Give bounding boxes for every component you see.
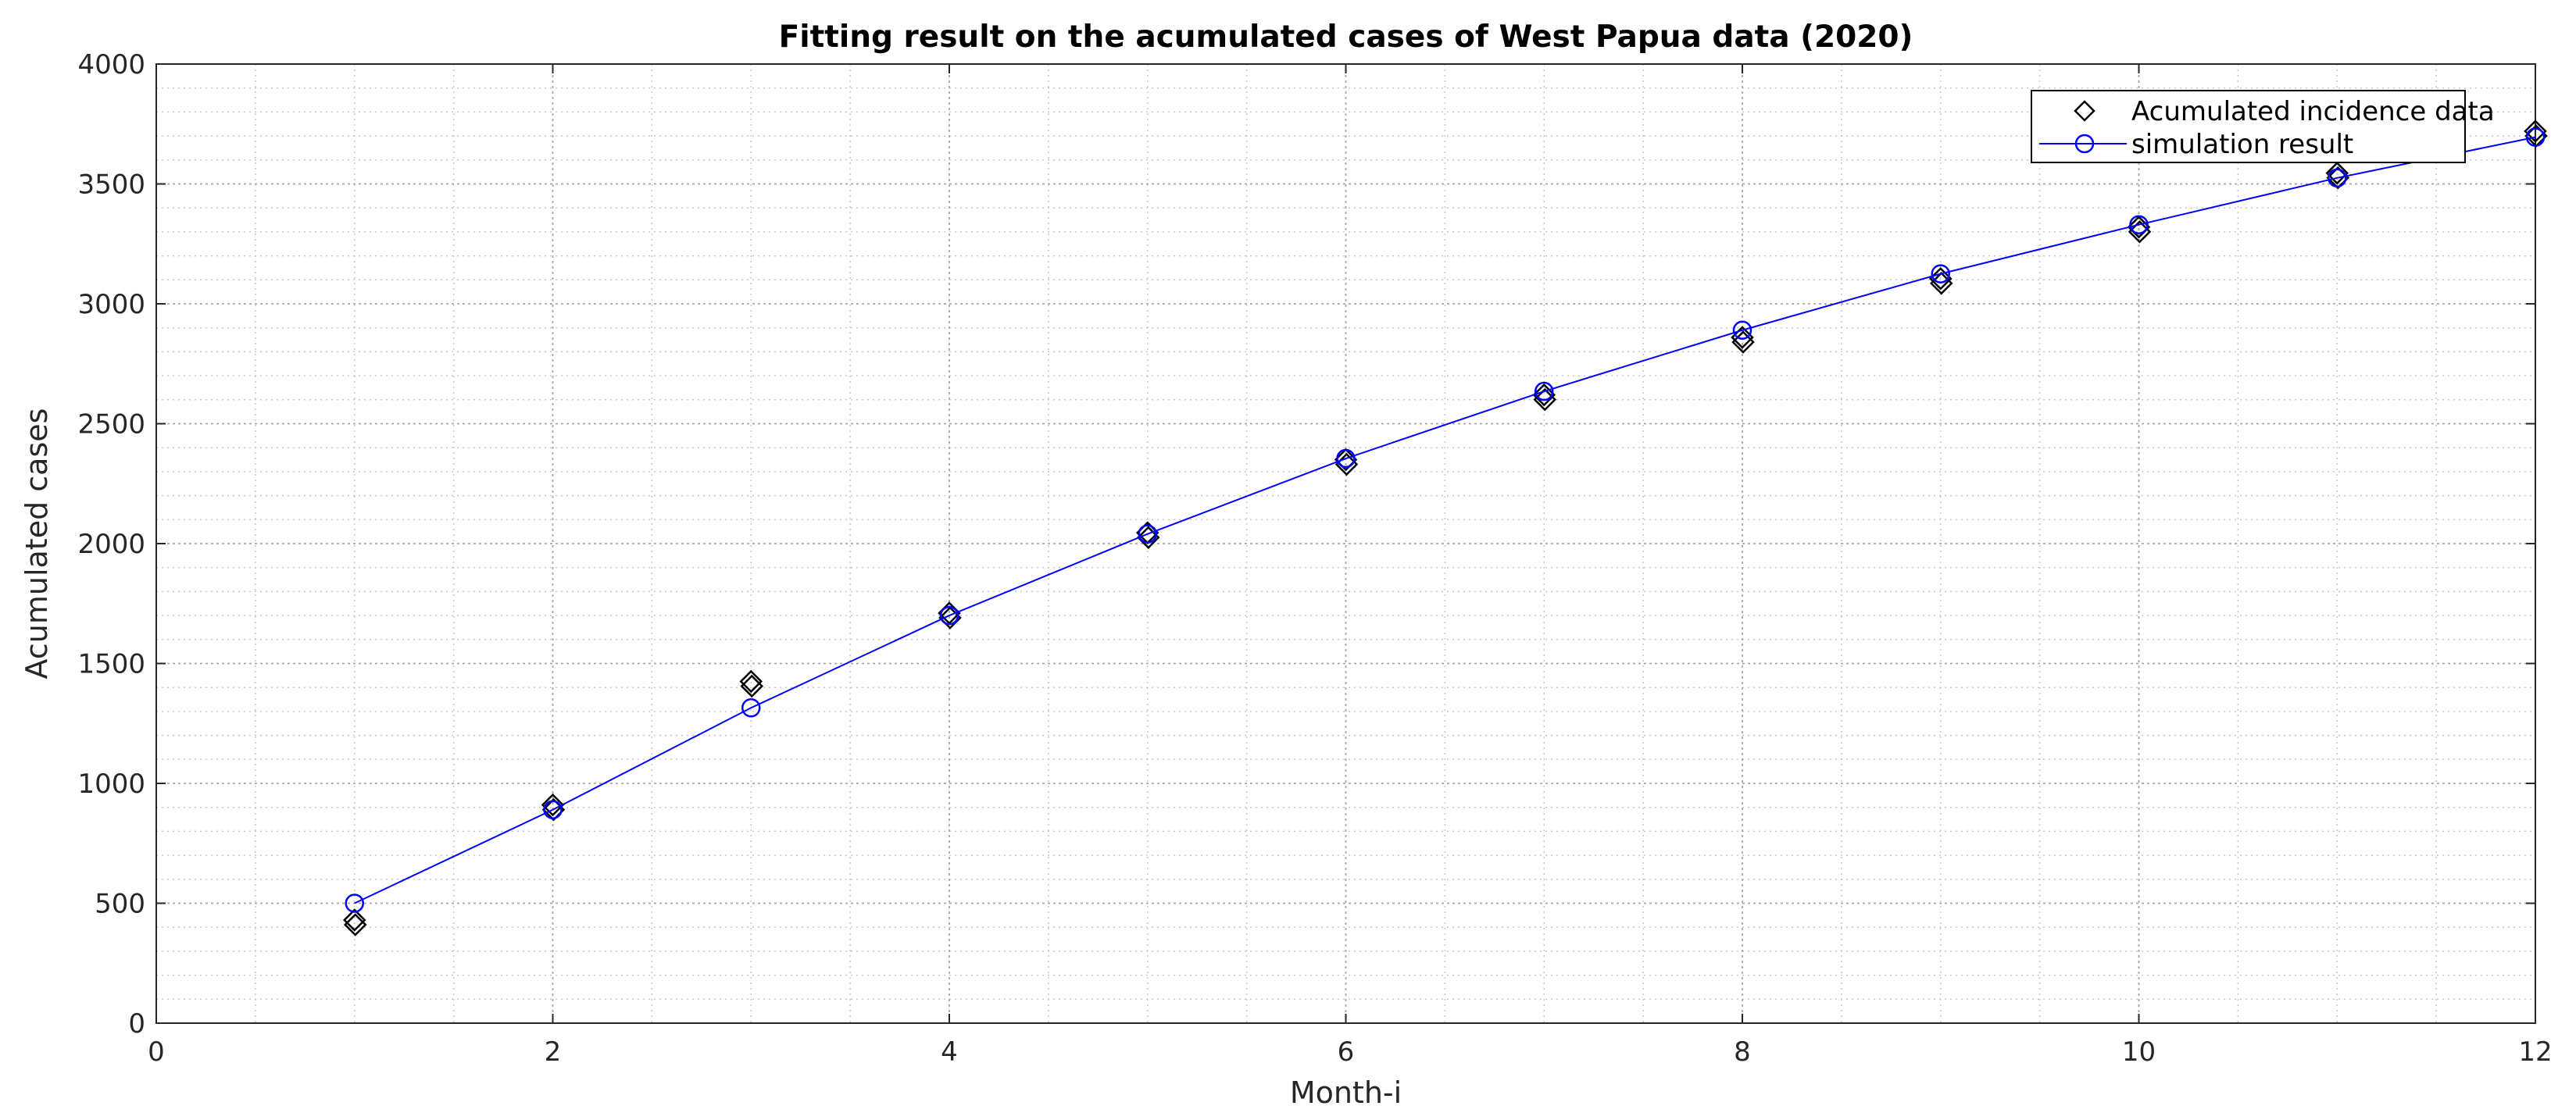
data-point-echo [1731, 330, 1755, 354]
simulation-point [1138, 524, 1157, 544]
y-tick-label: 2500 [77, 409, 145, 441]
grid [156, 64, 2535, 1023]
data-point [1532, 383, 1556, 407]
simulation-point [1336, 448, 1356, 469]
x-tick-label: 6 [1338, 1036, 1355, 1068]
data-point-echo [740, 674, 764, 698]
y-tick-label: 500 [95, 889, 145, 920]
legend-box [2031, 90, 2466, 163]
simulation-point [2525, 127, 2546, 147]
data-point-echo [1136, 526, 1160, 549]
y-axis-label: Acumulated cases [20, 408, 54, 679]
simulation-line [354, 136, 2536, 904]
x-tick-label: 0 [148, 1036, 165, 1068]
legend-label-incidence-data: Acumulated incidence data [2131, 96, 2495, 127]
simulation-point [1732, 320, 1752, 341]
legend: Acumulated incidence data simulation res… [2031, 90, 2495, 163]
axis-ticks: 0 2 4 6 8 10 12 0 500 1000 1500 2000 2500 3000 3500 400… [77, 49, 2552, 1068]
y-tick-label: 0 [128, 1008, 145, 1040]
simulation-point [2328, 168, 2347, 188]
y-tick-label: 1500 [77, 649, 145, 680]
chart-title: Fitting result on the acumulated cases o… [779, 20, 1913, 55]
simulation-point [741, 698, 761, 718]
y-tick-label: 1000 [77, 769, 145, 800]
x-tick-label: 10 [2122, 1036, 2156, 1068]
simulation-point [543, 800, 563, 820]
x-axis-label: Month-i [1290, 1075, 1402, 1110]
simulation-point [345, 894, 364, 913]
y-tick-label: 3500 [77, 169, 145, 201]
data-point [342, 908, 366, 932]
data-point [2325, 161, 2349, 185]
y-tick-label: 3000 [77, 289, 145, 320]
data-point-echo [343, 913, 367, 936]
simulation-point [2129, 215, 2149, 234]
simulation-point [1535, 381, 1554, 401]
data-point [739, 669, 763, 694]
data-point [541, 793, 565, 817]
x-tick-label: 8 [1734, 1036, 1751, 1068]
series-simulation [345, 127, 2546, 913]
x-tick-label: 2 [545, 1036, 562, 1068]
x-tick-label: 4 [941, 1036, 958, 1068]
y-tick-label: 2000 [77, 529, 145, 560]
legend-marker-incidence-data [2074, 100, 2095, 122]
simulation-point [939, 605, 959, 626]
data-point [2524, 119, 2547, 143]
x-tick-label: 12 [2518, 1036, 2552, 1068]
simulation-point [1931, 264, 1950, 284]
legend-label-simulation: simulation result [2131, 129, 2353, 160]
legend-marker-simulation [2074, 134, 2095, 154]
y-tick-label: 4000 [77, 49, 145, 80]
series [342, 119, 2548, 936]
